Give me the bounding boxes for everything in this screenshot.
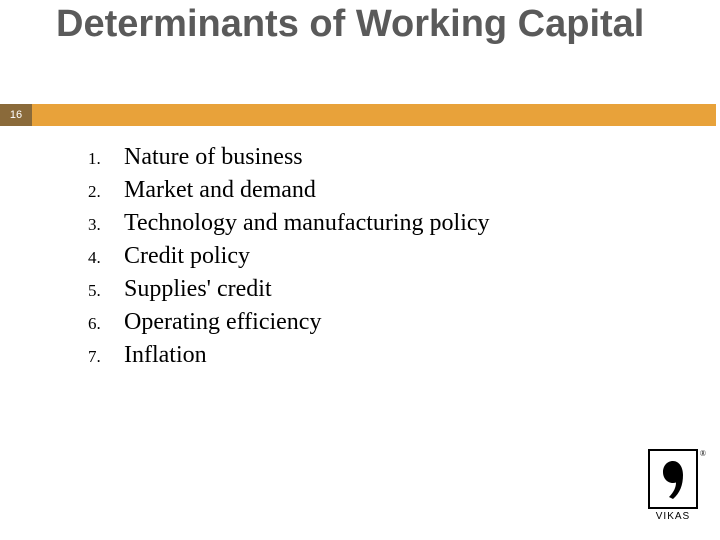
list-item: 5. Supplies' credit [88,276,490,303]
logo-box: ® [648,449,698,509]
list-text: Technology and manufacturing policy [124,210,490,237]
list-item: 1. Nature of business [88,144,490,171]
title-container: Determinants of Working Capital [0,0,720,46]
list-number: 4. [88,248,124,268]
logo-container: ® VIKAS [648,449,698,522]
list-number: 7. [88,347,124,367]
list-text: Inflation [124,342,207,369]
slide-number-box: 16 [0,104,32,126]
list-number: 1. [88,149,124,169]
list-item: 7. Inflation [88,342,490,369]
list-text: Operating efficiency [124,309,321,336]
list-text: Supplies' credit [124,276,272,303]
list-text: Market and demand [124,177,316,204]
logo-text: VIKAS [656,511,690,522]
list-number: 3. [88,215,124,235]
list-container: 1. Nature of business 2. Market and dema… [88,144,490,375]
list-text: Credit policy [124,243,250,270]
list-item: 6. Operating efficiency [88,309,490,336]
logo-comma-icon [660,457,686,501]
list-item: 3. Technology and manufacturing policy [88,210,490,237]
list-text: Nature of business [124,144,303,171]
list-number: 6. [88,314,124,334]
orange-accent-bar [32,104,716,126]
list-number: 5. [88,281,124,301]
list-item: 2. Market and demand [88,177,490,204]
slide-number: 16 [10,109,22,121]
slide-title: Determinants of Working Capital [56,4,720,46]
list-number: 2. [88,182,124,202]
accent-bar: 16 [0,104,720,126]
list-item: 4. Credit policy [88,243,490,270]
logo-registered: ® [700,449,706,458]
